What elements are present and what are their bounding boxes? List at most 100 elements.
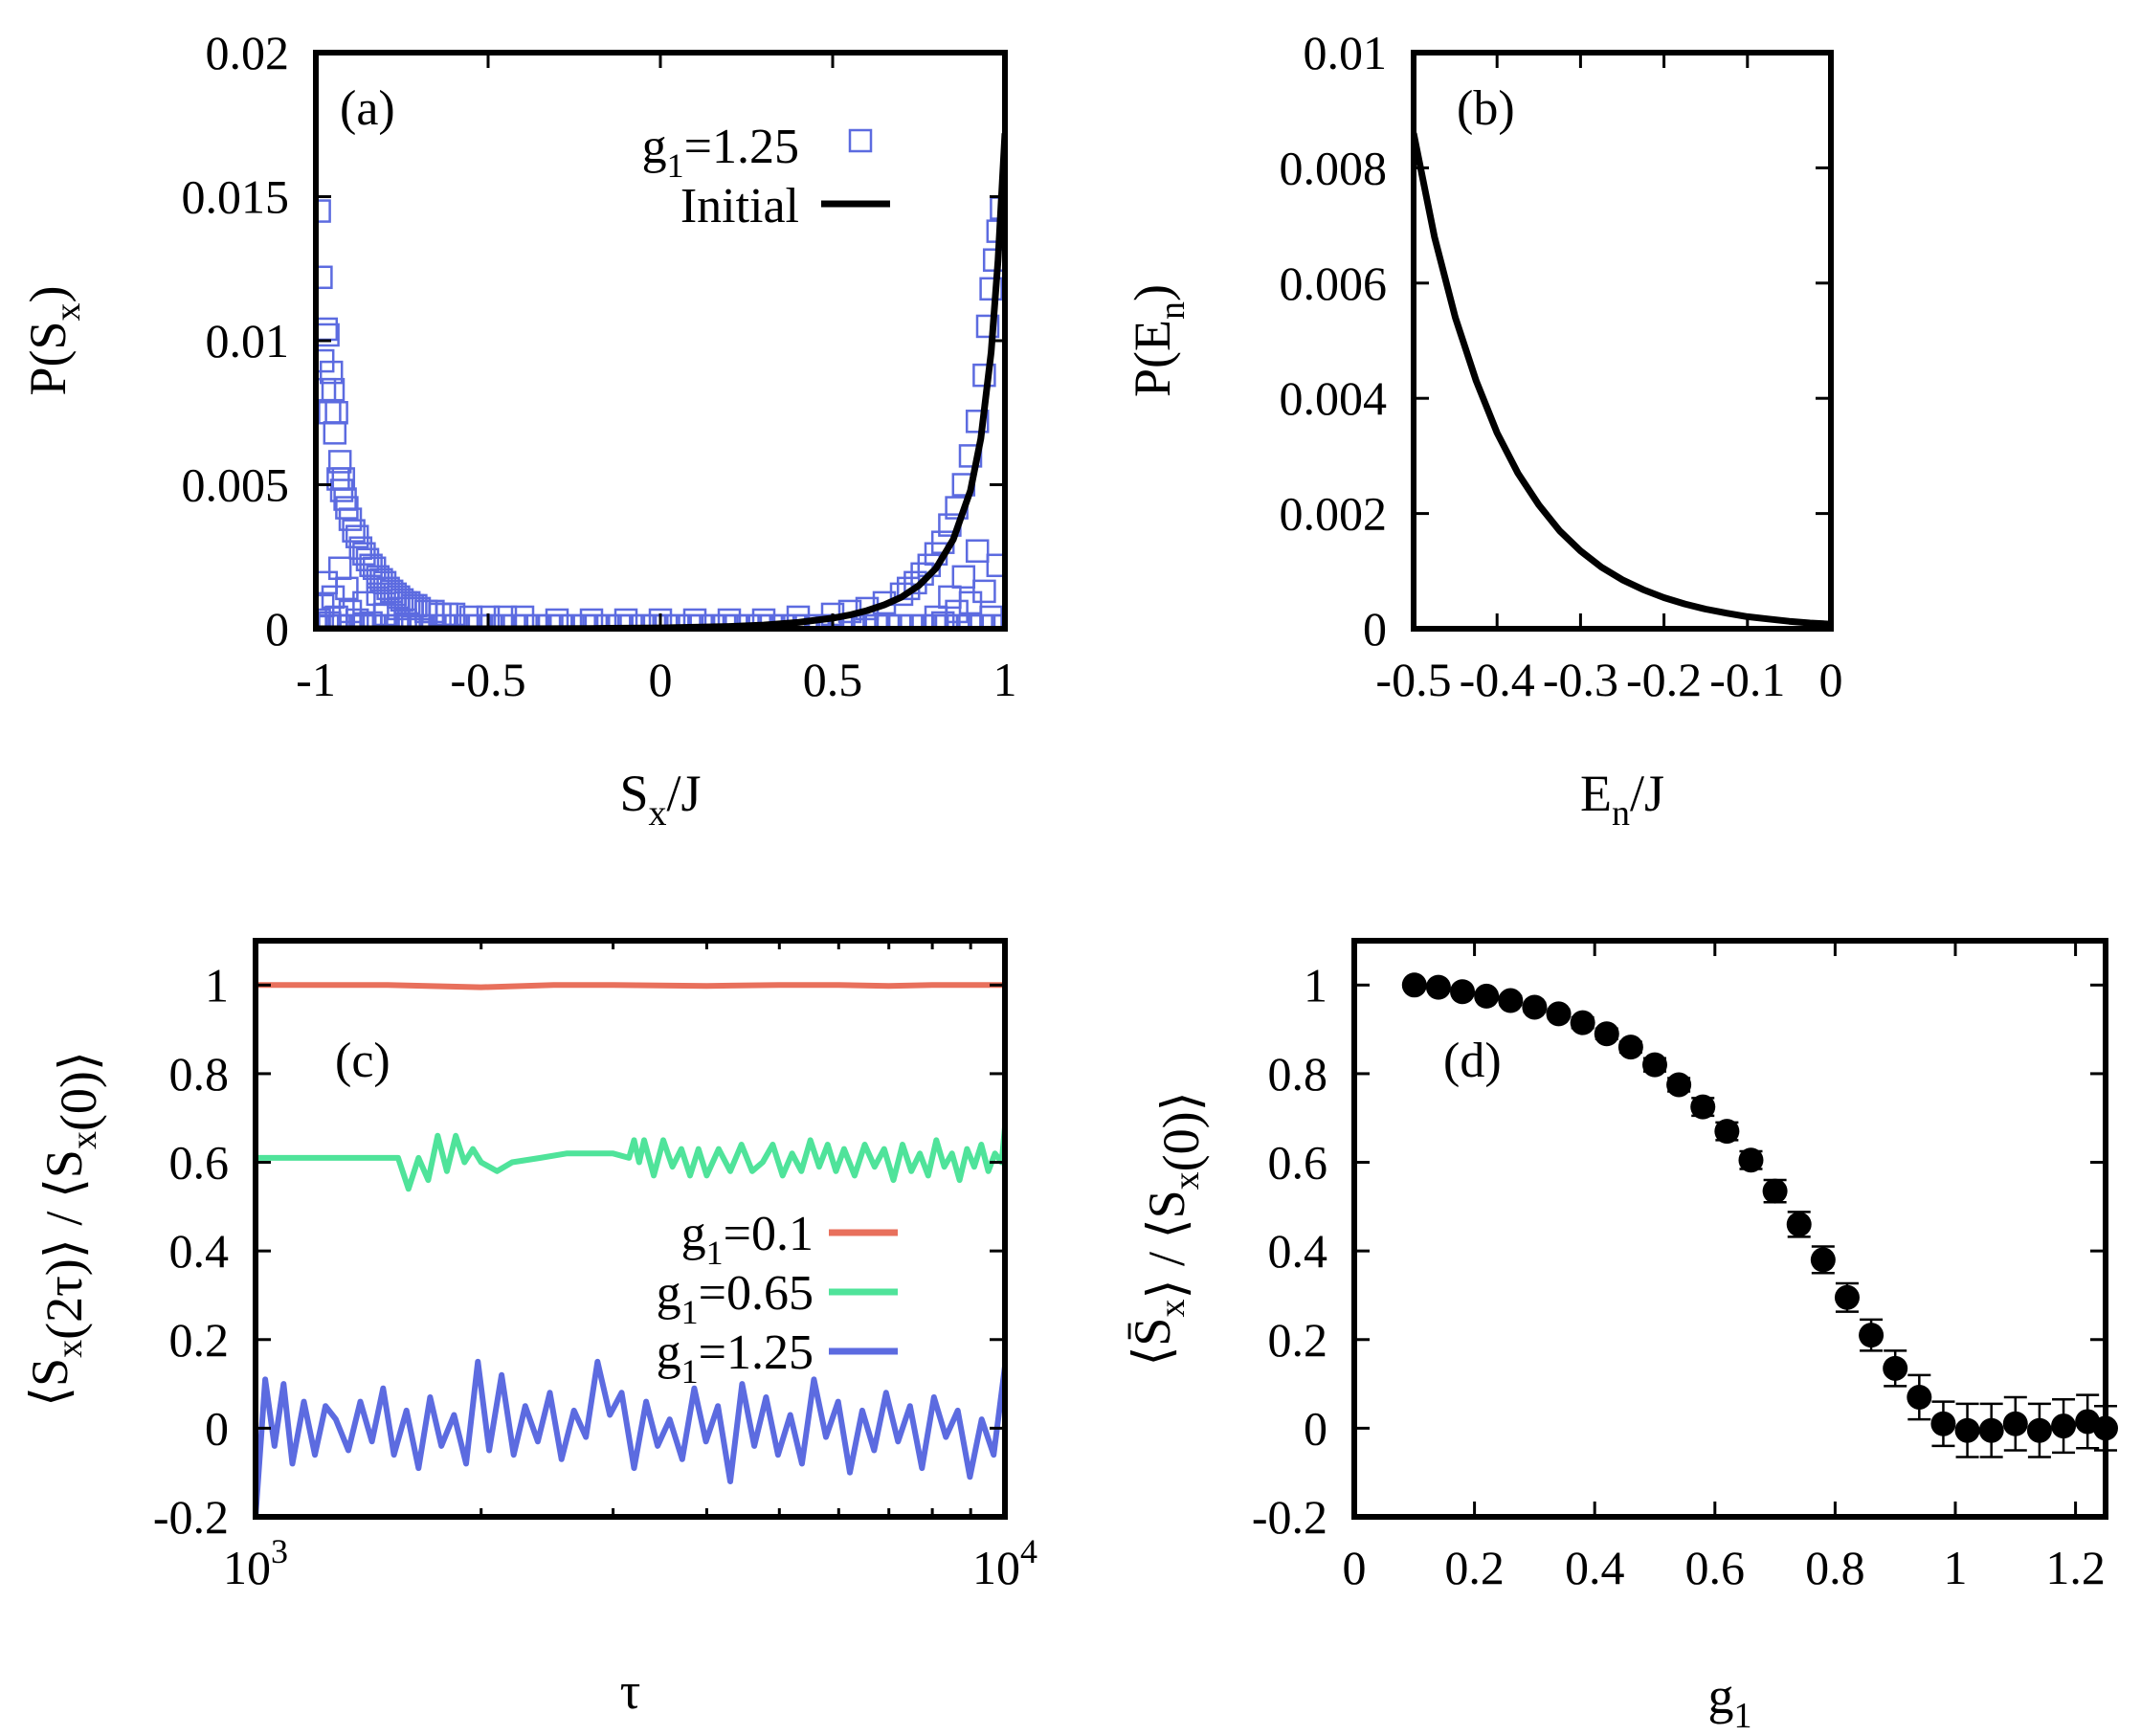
data-point-square bbox=[717, 608, 742, 629]
data-point bbox=[1450, 979, 1476, 1005]
data-point-square bbox=[648, 608, 673, 629]
data-point bbox=[2051, 1413, 2077, 1439]
y-tick-label: -0.2 bbox=[1252, 1490, 1327, 1544]
series-g065 bbox=[256, 1126, 1005, 1192]
y-tick-label: 0.6 bbox=[169, 1136, 230, 1190]
y-tick-label: 0.01 bbox=[1304, 26, 1388, 79]
data-point bbox=[1498, 988, 1524, 1013]
x-tick-label: 0 bbox=[649, 653, 673, 706]
y-tick-label: 0 bbox=[265, 602, 289, 656]
data-point-square bbox=[986, 553, 1005, 578]
panel-label-a: (a) bbox=[340, 81, 395, 136]
x-tick-label: 1 bbox=[993, 653, 1017, 706]
panel-label-d: (d) bbox=[1443, 1034, 1502, 1088]
x-tick-label: 0 bbox=[1819, 653, 1843, 706]
x-tick-label: 0.6 bbox=[1685, 1541, 1746, 1594]
y-tick-label: 0.2 bbox=[169, 1313, 230, 1367]
x-axis-title: En/J bbox=[1580, 765, 1664, 834]
panel-a: -1 -0.5 0 0.5 1 0 0.005 0.01 0.015 0.02 (a) Sx/J P(S… bbox=[19, 26, 1017, 834]
data-point-square bbox=[345, 608, 369, 629]
y-tick-label: 0 bbox=[205, 1401, 229, 1455]
data-point-square bbox=[938, 585, 962, 610]
x-tick-label: 0 bbox=[1343, 1541, 1367, 1594]
y-axis-title: P(En) bbox=[1124, 284, 1193, 397]
data-point bbox=[1522, 994, 1548, 1020]
data-point bbox=[1570, 1010, 1595, 1035]
data-point-square bbox=[579, 608, 604, 629]
data-point-square bbox=[992, 613, 1005, 629]
x-tick-label: -0.1 bbox=[1709, 653, 1785, 706]
y-tick-label: 0.008 bbox=[1280, 141, 1388, 194]
x-axis-title: Sx/J bbox=[619, 765, 701, 834]
y-tick-label: 0.2 bbox=[1268, 1313, 1328, 1367]
data-point-square bbox=[951, 565, 976, 590]
y-axis-title: ⟨Sx(2τ)⟩ / ⟨Sx(0)⟩ bbox=[21, 1051, 107, 1407]
data-point bbox=[1690, 1094, 1716, 1120]
data-point-square bbox=[318, 401, 342, 425]
x-tick-label: -0.5 bbox=[450, 653, 525, 706]
data-point-square bbox=[972, 579, 996, 604]
y-tick-label: 0.4 bbox=[1268, 1224, 1328, 1278]
panel-c: 103 104 -0.2 0 0.2 0.4 0.6 0.8 1 (c) τ ⟨Sx(2τ)⟩ / ⟨… bbox=[21, 938, 1037, 1720]
y-axis-title: ⟨S̄x⟩ / ⟨Sx(0)⟩ bbox=[1124, 1091, 1210, 1366]
y-tick-label: 0.005 bbox=[182, 458, 290, 512]
data-point-square bbox=[316, 317, 339, 342]
data-point-square bbox=[327, 556, 352, 581]
data-point bbox=[1617, 1035, 1643, 1060]
series-g01 bbox=[256, 982, 1005, 990]
y-tick-label: 1 bbox=[205, 958, 229, 1012]
y-tick-label: 0.015 bbox=[182, 170, 290, 224]
plot-frame bbox=[253, 938, 1008, 1520]
pen-curve bbox=[1414, 132, 1831, 628]
panel-label-b: (b) bbox=[1457, 81, 1515, 136]
y-tick-label: 0.6 bbox=[1268, 1136, 1328, 1190]
data-point-square bbox=[393, 608, 417, 629]
data-point bbox=[1474, 983, 1500, 1009]
series-g125 bbox=[256, 1358, 1005, 1517]
x-tick-label: -1 bbox=[296, 653, 336, 706]
data-point-square bbox=[545, 608, 569, 629]
data-point bbox=[2002, 1411, 2028, 1436]
x-axis-title: g1 bbox=[1708, 1667, 1752, 1736]
x-tick-label: 1 bbox=[1944, 1541, 1968, 1594]
x-tick-label: 0.8 bbox=[1805, 1541, 1865, 1594]
data-point-square bbox=[316, 570, 339, 595]
x-tick-label: 0.2 bbox=[1444, 1541, 1505, 1594]
data-point-square bbox=[979, 277, 1003, 301]
panel-d: 0 0.2 0.4 0.6 0.8 1 1.2 -0.2 0 0.2 0.4 0.6 0.8 1 (d) g1… bbox=[1124, 938, 2118, 1736]
data-point bbox=[1883, 1355, 1908, 1381]
data-point-square bbox=[751, 608, 776, 629]
data-point-square bbox=[327, 450, 352, 474]
data-point bbox=[1738, 1147, 1764, 1173]
data-point bbox=[1401, 972, 1427, 998]
x-tick-label: -0.3 bbox=[1543, 653, 1618, 706]
data-point bbox=[1714, 1119, 1740, 1145]
data-point bbox=[1930, 1411, 1956, 1436]
data-point-square bbox=[965, 410, 990, 434]
data-point-square bbox=[958, 444, 983, 468]
data-point-square bbox=[319, 360, 344, 385]
data-point bbox=[1834, 1284, 1860, 1310]
data-point-square bbox=[965, 539, 990, 563]
x-tick-label: -0.2 bbox=[1626, 653, 1702, 706]
data-point-square bbox=[316, 199, 331, 223]
data-point-square bbox=[316, 323, 340, 347]
data-point-square bbox=[324, 401, 348, 425]
y-tick-label: 0.8 bbox=[1268, 1047, 1328, 1101]
x-axis-title: τ bbox=[620, 1662, 641, 1720]
data-point bbox=[2026, 1417, 2052, 1443]
data-point bbox=[1907, 1384, 1932, 1410]
y-tick-label: 0.01 bbox=[206, 314, 290, 367]
data-point bbox=[1666, 1072, 1692, 1098]
y-tick-label: 0 bbox=[1304, 1401, 1327, 1455]
data-point-square bbox=[316, 265, 333, 290]
y-tick-label: 0.002 bbox=[1280, 487, 1388, 541]
panel-b: -0.5 -0.4 -0.3 -0.2 -0.1 0 0 0.002 0.004 0.006 0.0… bbox=[1124, 26, 1843, 834]
data-point bbox=[1762, 1178, 1788, 1204]
y-tick-label: 0 bbox=[1363, 602, 1387, 656]
data-point-square bbox=[975, 314, 1000, 339]
x-tick-label: -0.4 bbox=[1460, 653, 1535, 706]
y-tick-label: 0.8 bbox=[169, 1047, 230, 1101]
data-point bbox=[1642, 1052, 1667, 1078]
